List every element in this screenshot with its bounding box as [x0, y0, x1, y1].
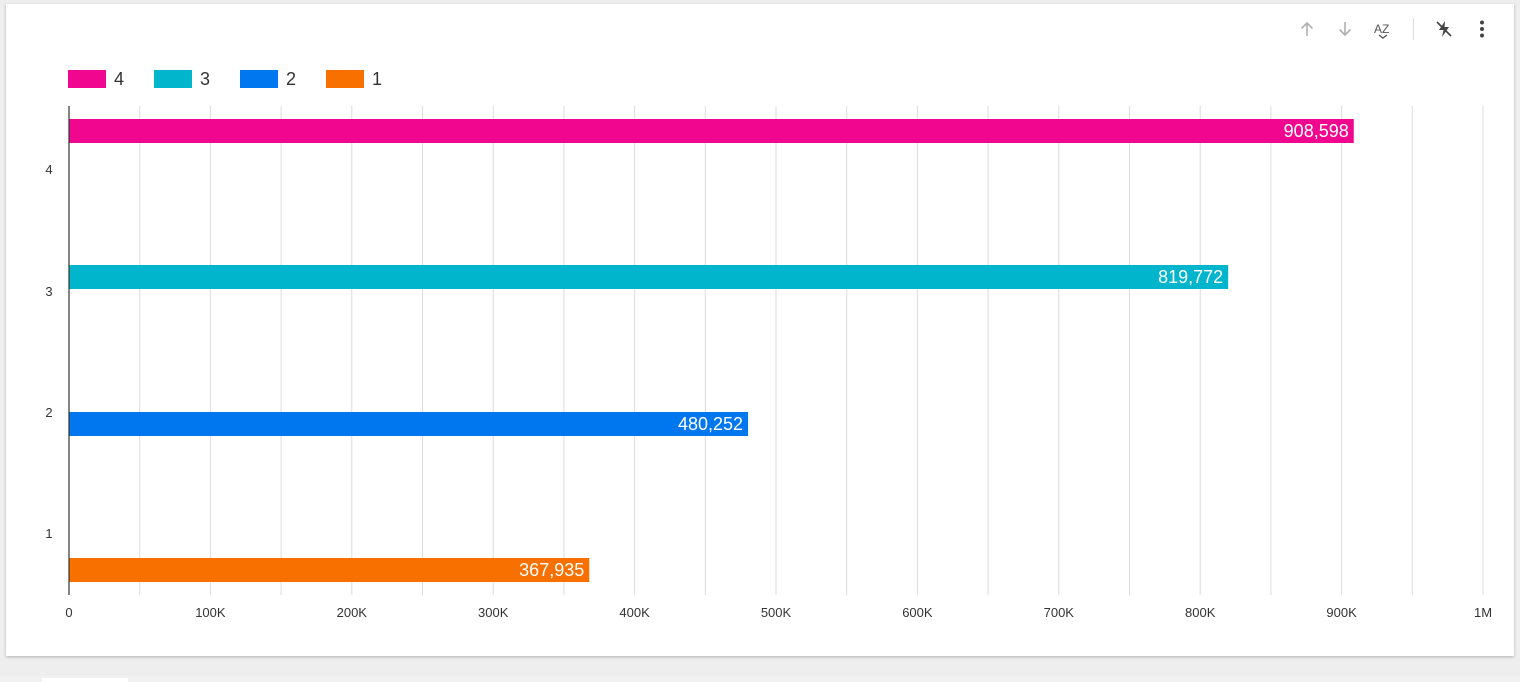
- drill-toggle-button[interactable]: [1430, 15, 1458, 43]
- sort-descending-button[interactable]: [1331, 15, 1359, 43]
- legend-label: 3: [200, 68, 211, 89]
- x-tick-label: 300K: [478, 605, 509, 620]
- legend-swatch: [240, 70, 279, 88]
- arrow-down-icon: [1338, 22, 1352, 37]
- bar-chart: 0 100K 200K 300K 400K 500K 600K 700K 800K 900K 1M 4…: [45, 106, 1492, 620]
- sort-az-button[interactable]: AZ: [1369, 15, 1397, 43]
- chart-card: AZ 4 3 2: [6, 4, 1514, 656]
- x-tick-label: 100K: [195, 605, 226, 620]
- legend-item-3[interactable]: 3: [154, 69, 210, 90]
- x-tick-label: 800K: [1185, 605, 1216, 620]
- bar: [69, 265, 1229, 289]
- data-label: 480,252: [678, 414, 743, 434]
- x-tick-label: 200K: [337, 605, 368, 620]
- bar: [69, 412, 749, 436]
- legend-item-1[interactable]: 1: [326, 69, 382, 90]
- legend-swatch: [154, 70, 193, 88]
- y-tick-label: 2: [45, 405, 52, 420]
- legend-swatch: [68, 70, 106, 88]
- bottom-tab[interactable]: [42, 678, 128, 682]
- legend-item-4[interactable]: 4: [68, 69, 124, 90]
- x-tick-label: 400K: [619, 605, 650, 620]
- x-tick-label: 1M: [1474, 605, 1492, 620]
- bar: [69, 119, 1354, 143]
- toolbar-divider: [1413, 18, 1414, 40]
- x-tick-label: 700K: [1044, 605, 1075, 620]
- data-label: 908,598: [1284, 121, 1349, 141]
- x-tick-label: 0: [65, 605, 72, 620]
- y-tick-label: 1: [45, 526, 52, 541]
- bottom-strip: [0, 676, 1520, 682]
- chart-toolbar: AZ: [1293, 14, 1496, 44]
- legend-label: 4: [114, 68, 125, 89]
- arrow-up-icon: [1300, 21, 1314, 36]
- legend-label: 2: [286, 68, 297, 89]
- x-tick-label: 500K: [761, 605, 792, 620]
- x-tick-label: 600K: [902, 605, 933, 620]
- more-options-button[interactable]: [1468, 15, 1496, 43]
- legend-swatch: [326, 70, 365, 88]
- chart-legend: 4 3 2 1: [68, 66, 412, 92]
- sort-ascending-button[interactable]: [1293, 15, 1321, 43]
- y-tick-label: 3: [45, 284, 52, 299]
- more-vert-icon: [1480, 20, 1484, 38]
- sort-az-icon: AZ: [1374, 22, 1389, 39]
- lightning-off-icon: [1436, 21, 1452, 37]
- data-label: 367,935: [519, 560, 584, 580]
- sort-az-label: AZ: [1374, 22, 1389, 36]
- legend-item-2[interactable]: 2: [240, 69, 296, 90]
- x-tick-label: 900K: [1326, 605, 1357, 620]
- legend-label: 1: [372, 68, 383, 89]
- bar: [69, 558, 590, 582]
- data-label: 819,772: [1158, 267, 1223, 287]
- y-tick-label: 4: [45, 162, 52, 177]
